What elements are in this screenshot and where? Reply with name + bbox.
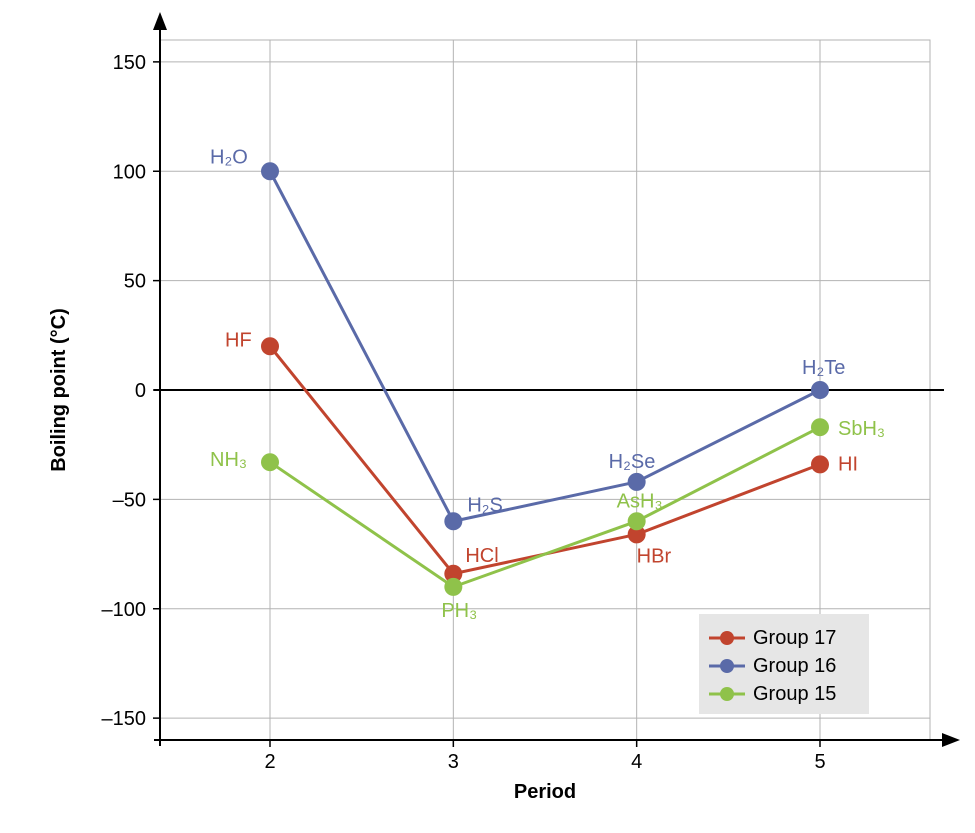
data-point-label: H₂S bbox=[467, 494, 503, 516]
data-point-label: SbH₃ bbox=[838, 418, 885, 440]
y-axis-label: Boiling point (°C) bbox=[48, 308, 70, 472]
chart-container: –150 –100 –50 0 50 100 150 2 3 4 5 Period Boiling po… bbox=[0, 0, 975, 833]
data-point-label: NH₃ bbox=[210, 449, 247, 471]
data-point bbox=[444, 512, 462, 530]
y-tick-label: –100 bbox=[102, 599, 147, 621]
legend-marker-icon bbox=[720, 659, 734, 673]
data-point-label: PH₃ bbox=[441, 600, 477, 622]
x-tick-label: 5 bbox=[814, 751, 825, 773]
x-tick-label: 2 bbox=[264, 751, 275, 773]
data-point-label: HCl bbox=[465, 545, 498, 567]
data-point bbox=[628, 473, 646, 491]
data-point bbox=[444, 578, 462, 596]
data-point bbox=[811, 455, 829, 473]
x-axis-label: Period bbox=[514, 781, 576, 803]
data-point-label: HBr bbox=[637, 545, 672, 567]
x-tick-label: 4 bbox=[631, 751, 642, 773]
y-tick-label: 0 bbox=[135, 380, 146, 402]
y-tick-label: 150 bbox=[113, 52, 146, 74]
legend-label: Group 15 bbox=[753, 683, 836, 705]
x-tick-label: 3 bbox=[448, 751, 459, 773]
y-tick-label: –150 bbox=[102, 708, 147, 730]
y-tick-label: 50 bbox=[124, 271, 146, 293]
data-point bbox=[811, 381, 829, 399]
legend-marker-icon bbox=[720, 631, 734, 645]
data-point bbox=[811, 418, 829, 436]
boiling-point-chart: –150 –100 –50 0 50 100 150 2 3 4 5 Period Boiling po… bbox=[0, 0, 975, 833]
data-point-label: HI bbox=[838, 453, 858, 475]
data-point-label: AsH₃ bbox=[617, 490, 663, 512]
data-point-label: H₂Se bbox=[609, 451, 656, 473]
data-point-label: H₂O bbox=[210, 146, 248, 168]
data-point bbox=[261, 453, 279, 471]
legend-label: Group 17 bbox=[753, 627, 836, 649]
data-point-label: HF bbox=[225, 329, 252, 351]
y-tick-label: –50 bbox=[113, 489, 146, 511]
legend-label: Group 16 bbox=[753, 655, 836, 677]
data-point-label: H₂Te bbox=[802, 357, 845, 379]
data-point bbox=[628, 512, 646, 530]
y-tick-label: 100 bbox=[113, 161, 146, 183]
data-point bbox=[261, 162, 279, 180]
data-point bbox=[261, 337, 279, 355]
legend-marker-icon bbox=[720, 687, 734, 701]
